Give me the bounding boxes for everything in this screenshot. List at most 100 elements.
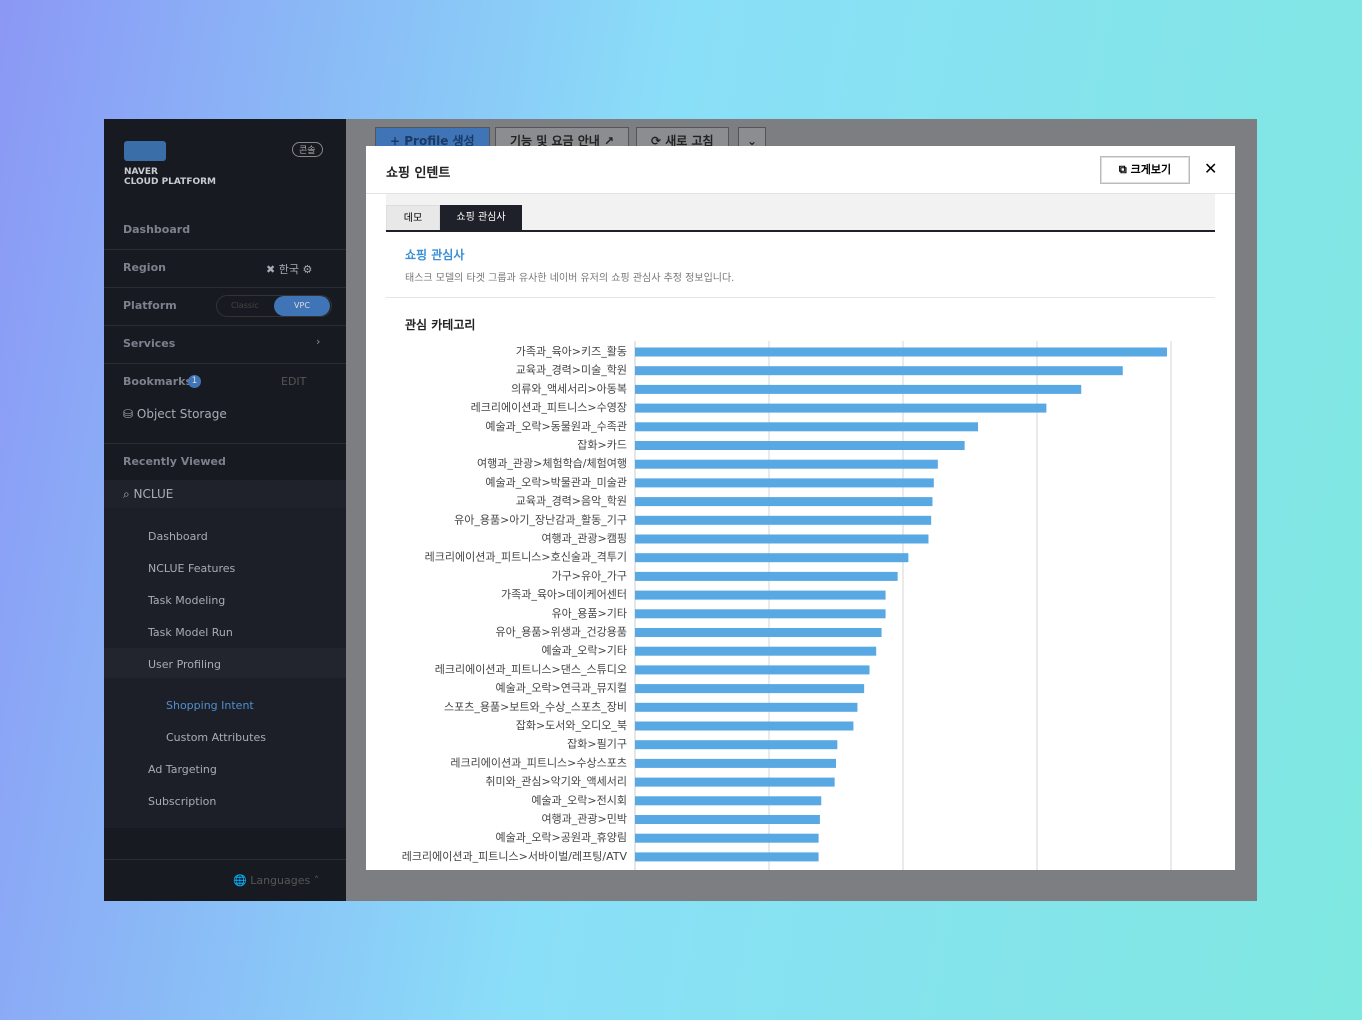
- bookmark-text: Object Storage: [136, 407, 227, 421]
- chevron: ›: [316, 335, 321, 348]
- expand-text: 크게보기: [1130, 163, 1172, 176]
- y-tick-label: 스포츠_용품>보트와_수상_스포츠_장비: [444, 700, 627, 713]
- toggle-option[interactable]: VPC: [274, 296, 330, 316]
- menu-item[interactable]: User Profiling: [148, 658, 222, 671]
- bar: [635, 758, 836, 768]
- y-tick-label: 가구>유아_가구: [552, 569, 627, 582]
- y-tick-label: 레크리에이션과_피트니스>댄스_스튜디오: [435, 663, 627, 676]
- bar: [635, 441, 965, 450]
- y-tick-label: 잡화>카드: [577, 439, 627, 452]
- y-tick-label: 교육과_경력>음악_학원: [516, 495, 627, 508]
- languages[interactable]: 🌐 Languages ˄: [233, 874, 320, 887]
- y-tick-label: 레크리에이션과_피트니스>서바이벌/레프팅/ATV: [402, 850, 628, 863]
- button-label: 새로 고침: [665, 134, 714, 148]
- y-tick-label: 예술과_오락>공원과_휴양림: [495, 831, 627, 844]
- logo-mark: [124, 141, 166, 161]
- chart-title: 관심 카테고리: [405, 318, 476, 332]
- button-label: 기능 및 요금 안내: [510, 134, 600, 148]
- expand-button[interactable]: ⧉ 크게보기: [1100, 156, 1190, 184]
- submenu-item[interactable]: Custom Attributes: [166, 731, 266, 744]
- bar: [635, 478, 934, 488]
- modal-title: 쇼핑 인텐트: [386, 166, 451, 181]
- bar: [635, 646, 877, 656]
- nav-item[interactable]: Dashboard: [123, 223, 191, 236]
- y-tick-label: 레크리에이션과_피트니스>호신술과_격투기: [425, 551, 627, 564]
- nclue[interactable]: ⌕ NCLUE: [123, 487, 174, 501]
- console-badge[interactable]: 콘솔: [292, 142, 323, 157]
- edit-link[interactable]: EDIT: [281, 375, 307, 388]
- bar: [635, 384, 1082, 394]
- menu-item[interactable]: NCLUE Features: [148, 562, 236, 575]
- submenu-item[interactable]: Shopping Intent: [166, 699, 254, 712]
- y-tick-label: 잡화>필기구: [567, 738, 627, 751]
- section-desc: 태스크 모델의 타겟 그룹과 유사한 네이버 유저의 쇼핑 관심사 추정 정보입…: [405, 273, 735, 284]
- y-tick-label: 교육과_경력>미술_학원: [516, 364, 627, 377]
- nclue-row[interactable]: [104, 480, 346, 508]
- nav-item[interactable]: Platform: [123, 299, 177, 312]
- bar: [635, 684, 865, 694]
- nav-item[interactable]: Region: [123, 261, 166, 274]
- bar: [635, 403, 1047, 413]
- bar: [635, 721, 854, 731]
- nclue-text: NCLUE: [133, 487, 174, 501]
- y-tick-label: 여행과_관광>체험학습/체험여행: [477, 457, 627, 470]
- bar: [635, 796, 822, 806]
- divider: [366, 193, 1235, 194]
- bar: [635, 534, 929, 544]
- y-tick-label: 예술과_오락>박물관과_미술관: [485, 476, 627, 489]
- bar: [635, 422, 979, 432]
- menu-item[interactable]: Dashboard: [148, 530, 208, 543]
- menu-item[interactable]: Task Modeling: [148, 594, 226, 607]
- nav-item[interactable]: Services: [123, 337, 176, 350]
- bar: [635, 571, 898, 581]
- modal: 쇼핑 인텐트 ⧉ 크게보기 ✕ 데모 쇼핑 관심사 쇼핑 관심사 태스크 모델의…: [366, 146, 1235, 870]
- chart: 가족과_육아>키즈_활동교육과_경력>미술_학원의류와_액세서리>아동복레크리에…: [402, 341, 1172, 870]
- y-tick-label: 예술과_오락>동물원과_수족관: [485, 420, 627, 433]
- bar: [635, 740, 838, 750]
- bar: [635, 777, 835, 787]
- tab[interactable]: 데모: [386, 205, 440, 232]
- divider: [386, 297, 1215, 298]
- logo: NAVER CLOUD PLATFORM: [124, 167, 216, 187]
- menu-item[interactable]: Task Model Run: [148, 626, 233, 639]
- logo-text: CLOUD PLATFORM: [124, 177, 217, 187]
- profiling-row: [104, 648, 346, 678]
- nav-item[interactable]: Bookmarks: [123, 375, 192, 388]
- bar: [635, 815, 820, 824]
- y-tick-label: 취미와_관심>악기와_액세서리: [485, 775, 627, 788]
- toggle-option[interactable]: Classic: [231, 301, 259, 310]
- bar: [635, 459, 938, 469]
- platform-toggle[interactable]: Classic VPC: [216, 295, 332, 317]
- count-badge: 1: [188, 375, 201, 388]
- y-tick-label: 여행과_관광>캠핑: [541, 532, 627, 545]
- bar: [635, 665, 870, 675]
- bar: [635, 628, 882, 637]
- region-value[interactable]: ✖ 한국 ⚙: [266, 263, 313, 276]
- section-title: 쇼핑 관심사: [405, 248, 465, 262]
- sidebar: NAVER CLOUD PLATFORM 콘솔 Dashboard Region …: [104, 119, 346, 901]
- bar: [635, 553, 909, 563]
- bar: [635, 497, 933, 507]
- bar: [635, 833, 819, 843]
- y-tick-label: 유아_용품>아기_장난감과_활동_기구: [454, 512, 627, 526]
- y-tick-label: 유아_용품>위생과_건강용품: [495, 626, 627, 639]
- bookmark-item[interactable]: ⛁ Object Storage: [123, 407, 227, 421]
- y-tick-label: 여행과_관광>민박: [541, 813, 627, 826]
- y-tick-label: 예술과_오락>전시회: [531, 794, 627, 807]
- bar: [635, 366, 1123, 376]
- languages-text: Languages: [250, 874, 311, 887]
- bar: [635, 609, 886, 619]
- menu-item[interactable]: Ad Targeting: [148, 763, 217, 776]
- bar: [635, 347, 1167, 357]
- region-text: 한국: [278, 263, 299, 276]
- y-tick-label: 가족과_육아>데이케어센터: [501, 588, 627, 601]
- y-tick-label: 의류와_액세서리>아동복: [511, 382, 627, 395]
- menu-item[interactable]: Subscription: [148, 795, 217, 808]
- y-tick-label: 잡화>도서와_오디오_북: [516, 719, 627, 732]
- y-tick-label: 레크리에이션과_피트니스>수영장: [471, 401, 627, 414]
- y-tick-label: 예술과_오락>연극과_뮤지컬: [495, 682, 627, 695]
- nav-item[interactable]: Recently Viewed: [123, 455, 226, 468]
- y-tick-label: 예술과_오락>기타: [541, 644, 627, 657]
- tab-active[interactable]: 쇼핑 관심사: [440, 205, 522, 230]
- close-button[interactable]: ✕: [1204, 159, 1218, 178]
